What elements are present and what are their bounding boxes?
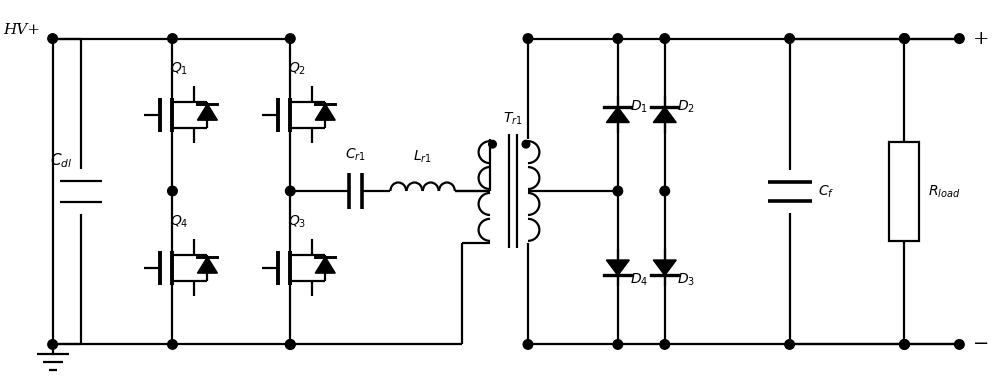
Circle shape: [523, 340, 533, 349]
Circle shape: [613, 34, 623, 43]
Circle shape: [168, 340, 177, 349]
Polygon shape: [653, 260, 676, 275]
Circle shape: [660, 340, 670, 349]
Polygon shape: [315, 104, 335, 120]
Text: $L_{r1}$: $L_{r1}$: [413, 149, 432, 165]
Circle shape: [785, 34, 794, 43]
Polygon shape: [606, 107, 629, 123]
Polygon shape: [315, 257, 335, 273]
Circle shape: [613, 340, 623, 349]
Circle shape: [900, 340, 909, 349]
Circle shape: [168, 186, 177, 196]
Circle shape: [489, 141, 496, 148]
Circle shape: [613, 186, 623, 196]
Text: $C_{dl}$: $C_{dl}$: [50, 151, 73, 170]
Circle shape: [955, 340, 964, 349]
Circle shape: [785, 340, 794, 349]
Circle shape: [168, 34, 177, 43]
Circle shape: [900, 34, 909, 43]
Circle shape: [660, 34, 670, 43]
Circle shape: [900, 34, 909, 43]
Text: $T_{r1}$: $T_{r1}$: [503, 111, 523, 127]
Text: $C_f$: $C_f$: [818, 183, 834, 200]
Text: $D_3$: $D_3$: [677, 272, 695, 288]
Text: $C_{r1}$: $C_{r1}$: [345, 147, 366, 163]
Circle shape: [660, 186, 670, 196]
Circle shape: [522, 141, 530, 148]
Circle shape: [955, 34, 964, 43]
Bar: [889, 142, 919, 241]
Circle shape: [285, 340, 295, 349]
Text: $Q_4$: $Q_4$: [170, 213, 189, 230]
Text: $D_4$: $D_4$: [630, 272, 648, 288]
Circle shape: [48, 34, 57, 43]
Polygon shape: [197, 257, 217, 273]
Polygon shape: [197, 104, 217, 120]
Text: $D_1$: $D_1$: [630, 98, 648, 115]
Text: $Q_2$: $Q_2$: [288, 61, 306, 77]
Text: $Q_1$: $Q_1$: [170, 61, 189, 77]
Text: $R_{load}$: $R_{load}$: [928, 183, 961, 200]
Text: $Q_3$: $Q_3$: [288, 213, 307, 230]
Circle shape: [523, 34, 533, 43]
Text: $D_2$: $D_2$: [677, 98, 695, 115]
Text: HV+: HV+: [4, 23, 41, 36]
Circle shape: [900, 340, 909, 349]
Text: −: −: [973, 336, 990, 354]
Polygon shape: [653, 107, 676, 123]
Text: +: +: [973, 29, 990, 47]
Circle shape: [285, 186, 295, 196]
Circle shape: [285, 34, 295, 43]
Circle shape: [285, 340, 295, 349]
Polygon shape: [606, 260, 629, 275]
Circle shape: [48, 340, 57, 349]
